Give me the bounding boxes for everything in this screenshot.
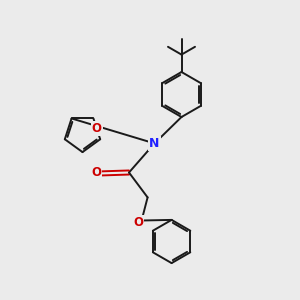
Text: O: O [91, 166, 101, 179]
Text: O: O [92, 122, 102, 135]
Text: O: O [133, 215, 143, 229]
Text: N: N [149, 137, 160, 150]
